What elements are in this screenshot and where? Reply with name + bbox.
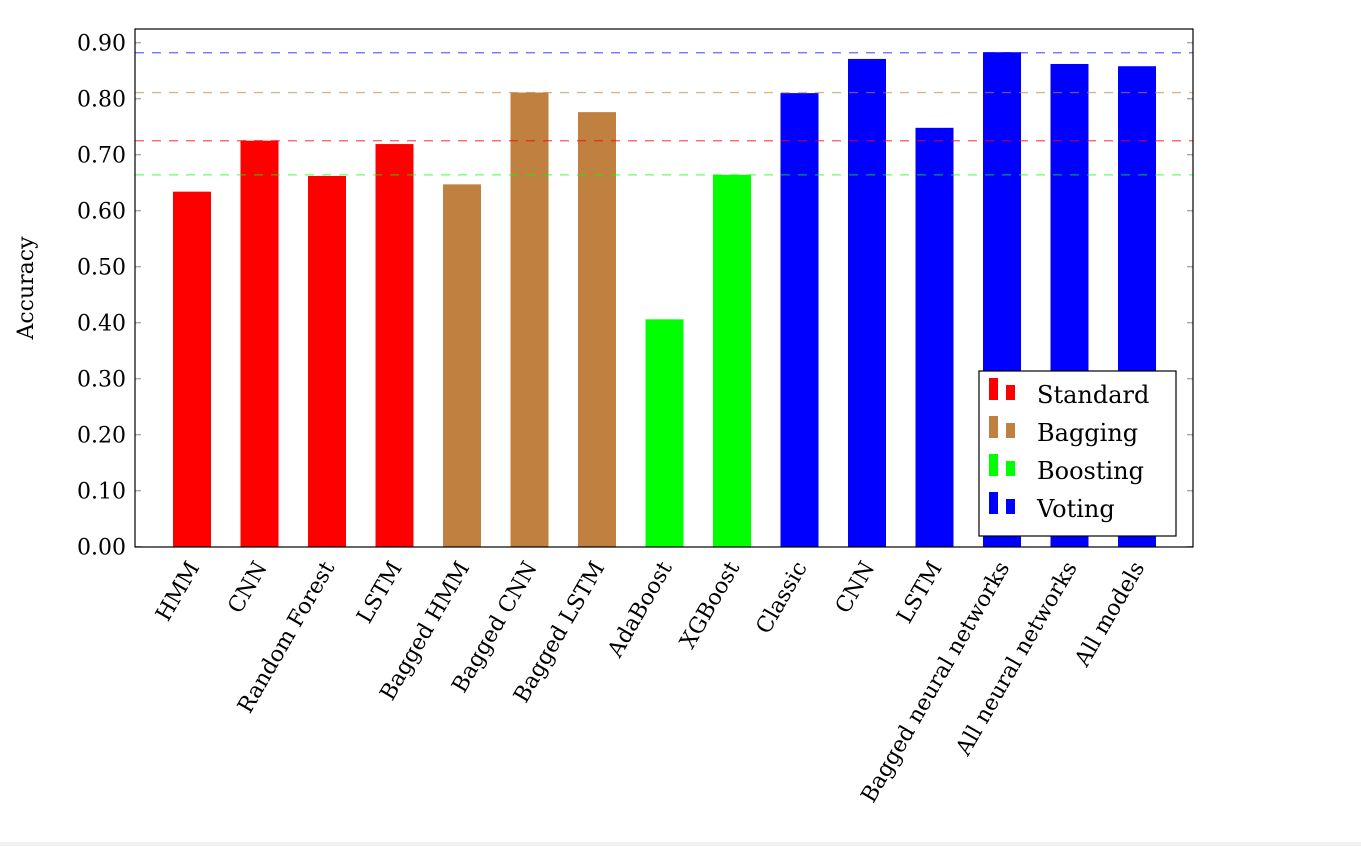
bar-bagged-lstm bbox=[578, 112, 616, 547]
y-tick-label: 0.50 bbox=[77, 256, 126, 281]
plot-frame bbox=[134, 28, 1194, 548]
bottom-divider bbox=[0, 842, 1361, 846]
legend-swatch-icon bbox=[989, 454, 998, 476]
legend-swatch-icon bbox=[989, 492, 998, 514]
y-tick-label: 0.60 bbox=[77, 200, 126, 225]
legend-entry-standard: Standard bbox=[1037, 381, 1149, 409]
x-tick-label: AdaBoost bbox=[603, 557, 678, 662]
y-tick-label: 0.90 bbox=[77, 32, 126, 57]
bar-adaboost bbox=[645, 319, 684, 547]
y-tick-label: 0.20 bbox=[77, 424, 126, 449]
x-tick-label: LSTM bbox=[893, 558, 948, 628]
x-tick-label: HMM bbox=[151, 558, 205, 626]
x-tick-label: CNN bbox=[223, 558, 272, 618]
bar-lstm bbox=[915, 127, 954, 547]
y-tick-label: 0.40 bbox=[77, 312, 126, 337]
bar-xgboost bbox=[713, 174, 751, 548]
bar-hmm bbox=[173, 191, 211, 547]
legend-entry-boosting: Boosting bbox=[1037, 457, 1144, 485]
bar-bagged-hmm bbox=[443, 184, 481, 547]
x-tick-label: Classic bbox=[752, 558, 813, 639]
legend-swatch-icon bbox=[1006, 499, 1015, 514]
legend-entry-voting: Voting bbox=[1036, 495, 1115, 523]
bar-cnn bbox=[240, 140, 279, 547]
legend-swatch-icon bbox=[1006, 423, 1015, 438]
y-tick-label: 0.10 bbox=[77, 480, 126, 505]
bar-lstm bbox=[375, 144, 414, 547]
x-tick-label: LSTM bbox=[353, 558, 408, 628]
legend-swatch-icon bbox=[989, 416, 998, 438]
x-tick-label: All models bbox=[1070, 558, 1150, 672]
y-tick-label: 0.30 bbox=[77, 368, 126, 393]
y-axis-label: Accuracy bbox=[14, 236, 39, 341]
legend-entry-bagging: Bagging bbox=[1037, 419, 1138, 447]
legend-swatch-icon bbox=[989, 378, 998, 400]
legend-swatch-icon bbox=[1006, 385, 1015, 400]
bar-random-forest bbox=[308, 175, 346, 548]
bar-classic bbox=[780, 93, 819, 547]
y-tick-label: 0.00 bbox=[77, 536, 126, 561]
x-tick-label: All neural networks bbox=[951, 558, 1083, 761]
bar-cnn bbox=[848, 58, 886, 547]
y-tick-label: 0.80 bbox=[77, 88, 126, 113]
x-tick-label: CNN bbox=[831, 558, 880, 618]
x-tick-label: XGBoost bbox=[676, 557, 746, 653]
bar-bagged-cnn bbox=[510, 92, 549, 547]
y-tick-label: 0.70 bbox=[77, 144, 126, 169]
legend-swatch-icon bbox=[1006, 461, 1015, 476]
